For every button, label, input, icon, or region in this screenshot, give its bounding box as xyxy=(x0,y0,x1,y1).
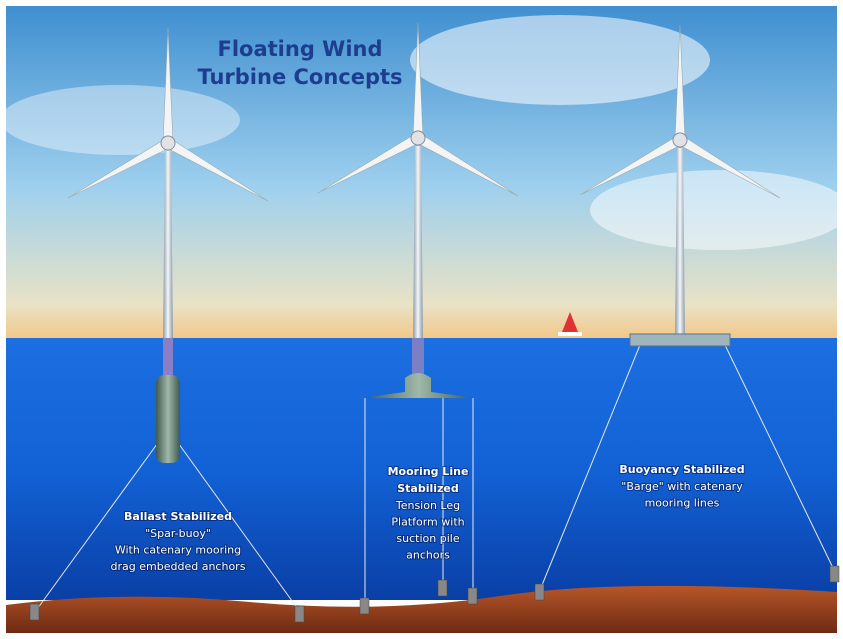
barge xyxy=(629,333,731,347)
mooring-line xyxy=(175,439,301,613)
concept-description: suction pile xyxy=(396,532,459,545)
hub xyxy=(160,135,176,151)
concept-description: mooring lines xyxy=(645,497,720,510)
mooring-line xyxy=(34,439,161,613)
hub xyxy=(410,130,426,146)
mooring-line xyxy=(539,344,641,591)
mooring-line xyxy=(724,344,836,573)
hub xyxy=(672,132,688,148)
cloud xyxy=(410,15,710,105)
tower xyxy=(413,146,423,338)
concept-heading: Stabilized xyxy=(397,482,459,495)
spar-tower xyxy=(163,338,173,378)
title-line: Floating Wind xyxy=(217,37,382,61)
concept-heading: Buoyancy Stabilized xyxy=(619,463,744,476)
tower xyxy=(675,148,685,338)
sailboat-hull xyxy=(558,332,582,336)
title-line: Turbine Concepts xyxy=(197,65,402,89)
sailboat xyxy=(562,312,578,332)
anchor xyxy=(294,605,305,623)
cloud xyxy=(590,170,843,250)
concept-description: With catenary mooring xyxy=(115,544,241,557)
anchor xyxy=(359,597,370,615)
concept-heading: Mooring Line xyxy=(388,465,469,478)
spar-buoy xyxy=(156,375,180,463)
anchor xyxy=(534,583,545,601)
concept-description: anchors xyxy=(406,549,450,562)
concept-description: "Barge" with catenary xyxy=(621,480,743,493)
anchor xyxy=(467,587,478,605)
concept-labels: Ballast Stabilized "Spar-buoy" With catena… xyxy=(110,462,746,574)
concept-description: "Spar-buoy" xyxy=(145,527,211,540)
concept-description: Platform with xyxy=(391,516,464,529)
anchor xyxy=(437,579,448,597)
concept-description: drag embedded anchors xyxy=(111,560,246,573)
concept-heading: Ballast Stabilized xyxy=(124,510,232,523)
tower xyxy=(163,151,173,338)
tlp-column xyxy=(412,338,424,378)
anchor xyxy=(29,603,40,621)
seabed xyxy=(6,585,837,633)
turbines xyxy=(29,22,840,623)
anchor xyxy=(829,565,840,583)
cloud xyxy=(0,85,240,155)
tlp-platform xyxy=(362,373,475,398)
concept-description: Tension Leg xyxy=(395,499,460,512)
